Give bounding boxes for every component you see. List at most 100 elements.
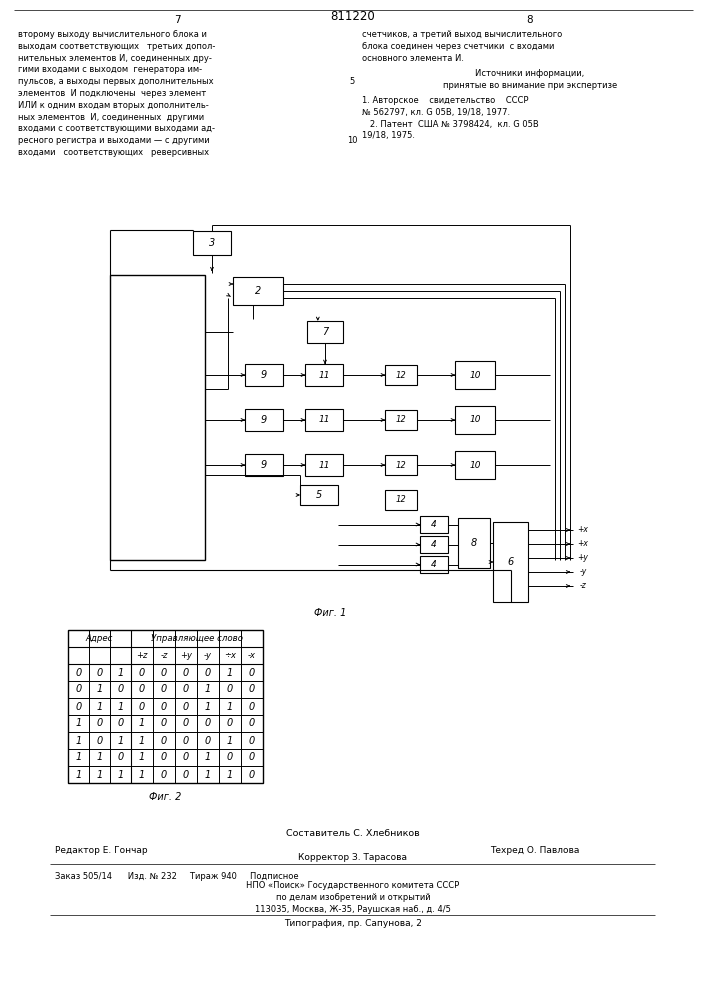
FancyBboxPatch shape (420, 536, 448, 553)
Text: 4: 4 (431, 540, 437, 549)
Text: 1: 1 (227, 736, 233, 746)
Text: 0: 0 (161, 668, 167, 678)
FancyBboxPatch shape (455, 451, 495, 479)
Text: гими входами с выходом  генератора им-: гими входами с выходом генератора им- (18, 65, 202, 74)
Text: 9: 9 (261, 415, 267, 425)
Text: блока соединен через счетчики  с входами: блока соединен через счетчики с входами (362, 42, 554, 51)
Text: 1: 1 (96, 770, 103, 780)
Text: Фиг. 1: Фиг. 1 (314, 608, 346, 618)
Text: входами с соответствующими выходами ад-: входами с соответствующими выходами ад- (18, 124, 215, 133)
FancyBboxPatch shape (245, 454, 283, 476)
Text: -y: -y (204, 651, 212, 660)
Text: 113035, Москва, Ж-35, Раушская наб., д. 4/5: 113035, Москва, Ж-35, Раушская наб., д. … (255, 904, 451, 914)
Text: 0: 0 (205, 718, 211, 728)
Text: 1: 1 (117, 668, 124, 678)
Text: основного элемента И.: основного элемента И. (362, 54, 464, 63)
Text: 12: 12 (396, 416, 407, 424)
Text: 0: 0 (183, 668, 189, 678)
Text: 1: 1 (139, 770, 145, 780)
Text: 0: 0 (227, 752, 233, 762)
FancyBboxPatch shape (245, 409, 283, 431)
Text: принятые во внимание при экспертизе: принятые во внимание при экспертизе (443, 81, 617, 90)
Text: 0: 0 (96, 668, 103, 678)
Text: 0: 0 (161, 718, 167, 728)
Text: 0: 0 (117, 752, 124, 762)
Text: ресного регистра и выходами — с другими: ресного регистра и выходами — с другими (18, 136, 209, 145)
FancyBboxPatch shape (233, 277, 283, 305)
Text: 1: 1 (76, 752, 81, 762)
Text: 1: 1 (139, 736, 145, 746)
Text: Адрес: Адрес (86, 634, 113, 643)
Text: 10: 10 (469, 416, 481, 424)
FancyBboxPatch shape (68, 630, 263, 783)
Text: 5: 5 (316, 490, 322, 500)
Text: Составитель С. Хлебников: Составитель С. Хлебников (286, 830, 420, 838)
Text: 2: 2 (255, 286, 261, 296)
Text: Техред О. Павлова: Техред О. Павлова (490, 846, 579, 855)
Text: 1: 1 (76, 718, 81, 728)
Text: +y: +y (180, 651, 192, 660)
Text: 1: 1 (205, 770, 211, 780)
Text: 1: 1 (117, 736, 124, 746)
Text: 0: 0 (183, 770, 189, 780)
Text: 1: 1 (117, 702, 124, 712)
Text: Фиг. 2: Фиг. 2 (149, 792, 182, 802)
Text: 8: 8 (471, 538, 477, 548)
Text: 1: 1 (205, 684, 211, 694)
Text: 0: 0 (161, 770, 167, 780)
Text: 1: 1 (96, 684, 103, 694)
Text: 1: 1 (139, 752, 145, 762)
Text: 10: 10 (469, 460, 481, 470)
Text: -y: -y (579, 568, 587, 576)
Text: 0: 0 (183, 752, 189, 762)
Text: 0: 0 (161, 752, 167, 762)
FancyBboxPatch shape (493, 522, 528, 602)
Text: 0: 0 (183, 718, 189, 728)
Text: 0: 0 (161, 684, 167, 694)
Text: 5: 5 (349, 77, 355, 86)
Text: 12: 12 (396, 460, 407, 470)
Text: -z: -z (580, 582, 586, 590)
Text: 11: 11 (318, 460, 329, 470)
Text: 10: 10 (469, 370, 481, 379)
Text: 1: 1 (205, 752, 211, 762)
Text: 10: 10 (346, 136, 357, 145)
Text: 0: 0 (249, 718, 255, 728)
Text: 0: 0 (183, 702, 189, 712)
Text: 0: 0 (183, 736, 189, 746)
Text: +x: +x (578, 540, 588, 548)
Text: 0: 0 (205, 736, 211, 746)
Text: 1: 1 (96, 752, 103, 762)
Text: 4: 4 (431, 560, 437, 569)
Text: Управляющее слово: Управляющее слово (151, 634, 243, 643)
Text: 0: 0 (205, 668, 211, 678)
FancyBboxPatch shape (385, 455, 417, 475)
Text: ИЛИ к одним входам вторых дополнитель-: ИЛИ к одним входам вторых дополнитель- (18, 101, 209, 110)
Text: выходам соответствующих   третьих допол-: выходам соответствующих третьих допол- (18, 42, 216, 51)
Text: НПО «Поиск» Государственного комитета СССР: НПО «Поиск» Государственного комитета СС… (246, 880, 460, 890)
FancyBboxPatch shape (385, 410, 417, 430)
Text: 9: 9 (261, 460, 267, 470)
Text: Корректор З. Тарасова: Корректор З. Тарасова (298, 854, 407, 862)
Text: 0: 0 (249, 668, 255, 678)
Text: 0: 0 (183, 684, 189, 694)
Text: элементов  И подключены  через элемент: элементов И подключены через элемент (18, 89, 206, 98)
FancyBboxPatch shape (385, 490, 417, 510)
FancyBboxPatch shape (385, 365, 417, 385)
Text: 1: 1 (227, 702, 233, 712)
Text: ных элементов  И, соединенных  другими: ных элементов И, соединенных другими (18, 113, 204, 122)
Text: 1: 1 (227, 668, 233, 678)
Text: Источники информации,: Источники информации, (475, 69, 585, 78)
Text: ÷x: ÷x (224, 651, 236, 660)
Text: 12: 12 (396, 370, 407, 379)
Text: 1: 1 (205, 702, 211, 712)
Text: +x: +x (578, 526, 588, 534)
Text: 1: 1 (139, 718, 145, 728)
FancyBboxPatch shape (305, 364, 343, 386)
Text: 0: 0 (96, 718, 103, 728)
Text: 1: 1 (117, 770, 124, 780)
Text: -x: -x (248, 651, 256, 660)
Text: 0: 0 (227, 718, 233, 728)
Text: 12: 12 (396, 495, 407, 504)
Text: 0: 0 (249, 684, 255, 694)
